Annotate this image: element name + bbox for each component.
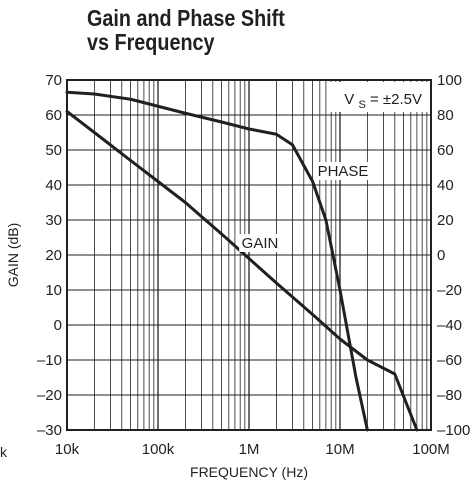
x-tick-label: 100k (142, 441, 175, 458)
y-tick-label: –20 (37, 387, 62, 404)
chart-title: Gain and Phase Shift vs Frequency (87, 6, 285, 54)
series-line-phase (65, 90, 369, 432)
tick-labels: 10k 100k 1M 10M 100M706050403020100–10–20–30… (37, 72, 470, 458)
chart-title-line-1: Gain and Phase Shift (87, 5, 285, 31)
vs-annotation: V S = ±2.5V (327, 82, 429, 112)
series-label-background (239, 234, 281, 252)
y-tick-label: 40 (45, 177, 62, 194)
series-lines: GAIN PHASE (65, 90, 419, 432)
y-tick-label: 50 (45, 142, 62, 159)
y-tick-label: 10 (45, 282, 62, 299)
plot-frame (66, 79, 432, 431)
y2-tick-label: 100 (437, 72, 462, 89)
y2-tick-label: –20 (437, 282, 462, 299)
x-tick-label: 10M (325, 441, 354, 458)
y-tick-label: –30 (37, 422, 62, 439)
chart-title-line-2: vs Frequency (87, 29, 215, 55)
y-tick-label: 20 (45, 247, 62, 264)
y-tick-label: 30 (45, 212, 62, 229)
stray-left-fragment: k (0, 444, 8, 460)
y2-tick-label: 20 (437, 212, 454, 229)
x-tick-label: 100M (412, 441, 450, 458)
y2-tick-label: 0 (437, 247, 445, 264)
y2-tick-label: 80 (437, 107, 454, 124)
y-tick-label: 60 (45, 107, 62, 124)
series-line-gain (65, 110, 419, 432)
y2-tick-label: –80 (437, 387, 462, 404)
y-tick-label: –10 (37, 352, 62, 369)
y2-tick-label: –100 (437, 422, 470, 439)
vs-annotation-sub: S (358, 99, 365, 111)
series-label-background (317, 162, 369, 180)
y2-tick-label: –40 (437, 317, 462, 334)
series-label-gain: GAIN (242, 235, 279, 252)
vs-annotation-background (327, 82, 429, 112)
svg-text:V S = ±2.5V: V S = ±2.5V (344, 91, 422, 112)
x-tick-label: 1M (239, 441, 260, 458)
y2-tick-label: –60 (437, 352, 462, 369)
y2-tick-label: 40 (437, 177, 454, 194)
y2-tick-label: 60 (437, 142, 454, 159)
vs-annotation-main: V (344, 91, 354, 108)
y-axis-title: GAIN (dB) (5, 223, 21, 288)
y-tick-label: 0 (54, 317, 62, 334)
series-label-phase: PHASE (318, 163, 369, 180)
x-tick-label: 10k (55, 441, 80, 458)
vs-annotation-rest: = ±2.5V (370, 91, 422, 108)
x-axis-title: FREQUENCY (Hz) (190, 464, 308, 480)
plot-grid (66, 79, 431, 431)
y-tick-label: 70 (45, 72, 62, 89)
